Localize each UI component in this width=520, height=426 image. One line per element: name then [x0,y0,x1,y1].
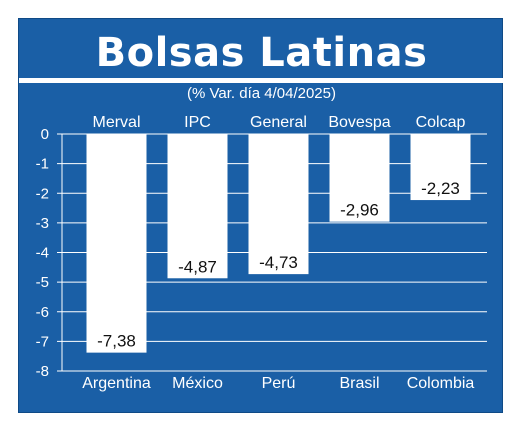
bar [248,134,309,275]
x-category-label: Brasil [339,375,379,392]
chart-title: Bolsas Latinas [95,30,428,76]
y-tick-label: -1 [36,156,49,173]
x-category-label: Argentina [82,375,151,392]
chart-panel: Bolsas Latinas (% Var. día 4/04/2025) 0 -… [18,18,504,413]
bar-value-label: -4,73 [259,253,298,272]
y-tick-label: -7 [36,333,49,350]
bar-value-label: -2,96 [340,201,379,220]
y-tick-label: 0 [41,126,49,143]
y-tick-label: -3 [36,215,49,232]
bar-index-label: IPC [184,114,211,131]
bar-index-label: General [250,114,307,131]
bar-value-label: -2,23 [421,179,460,198]
bar [86,134,147,353]
bar-chart: 0 -1 -2 -3 -4 -5 -6 -7 -8 Merval -7,38 Argentina IPC… [36,114,487,392]
y-tick-label: -5 [36,274,49,291]
bar-index-label: Colcap [416,114,466,131]
title-divider [19,78,504,83]
y-tick-label: -6 [36,304,49,321]
y-tick-label: -8 [36,363,49,380]
y-tick-label: -4 [36,245,49,262]
chart-subtitle: (% Var. día 4/04/2025) [187,85,336,102]
x-category-label: México [172,375,223,392]
bar-index-label: Bovespa [328,114,390,131]
bar-value-label: -7,38 [97,332,136,351]
bar [410,134,471,201]
bar [329,134,390,222]
x-category-label: Perú [262,375,296,392]
y-tick-label: -2 [36,185,49,202]
bar-index-label: Merval [92,114,140,131]
bar-value-label: -4,87 [178,257,217,276]
x-category-label: Colombia [407,375,475,392]
bar [167,134,228,279]
